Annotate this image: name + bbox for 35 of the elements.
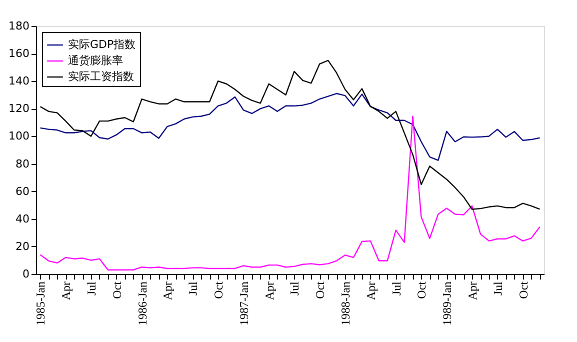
x-tick-label: 1988-Jan <box>338 282 353 326</box>
x-tick-label: Jul <box>84 280 99 296</box>
x-tick-label: Oct <box>313 280 328 299</box>
x-tick-label: Jul <box>490 280 505 296</box>
x-tick-label: Apr <box>59 282 74 300</box>
line-series <box>40 92 540 161</box>
x-tick-label: 1985-Jan <box>34 282 48 326</box>
x-tick-label: 1986-Jan <box>135 282 150 326</box>
x-tick-label: Oct <box>516 280 530 299</box>
legend-label: 通货膨胀率 <box>68 54 123 67</box>
x-tick-label: Apr <box>364 282 378 300</box>
y-tick-label: 20 <box>16 240 30 253</box>
y-tick-label: 100 <box>8 130 30 143</box>
x-tick-label: 1987-Jan <box>236 282 251 326</box>
x-tick-label: Apr <box>466 282 480 300</box>
line-series <box>40 116 540 270</box>
x-tick-label: Jul <box>186 280 200 296</box>
y-tick-label: 60 <box>16 184 30 198</box>
y-tick-label: 120 <box>8 102 30 116</box>
x-tick-label: Apr <box>262 282 276 300</box>
y-tick-label: 160 <box>8 47 30 60</box>
x-tick-label: Jul <box>288 280 302 296</box>
x-tick-label: Oct <box>212 280 226 299</box>
y-tick-label: 140 <box>8 74 30 88</box>
y-tick-label: 80 <box>16 157 30 170</box>
y-tick-label: 40 <box>16 212 30 226</box>
x-tick-label: 1989-Jan <box>440 282 454 326</box>
x-tick-label: Oct <box>110 280 124 299</box>
x-tick-label: Jul <box>389 280 404 296</box>
y-tick-label: 180 <box>8 20 30 32</box>
legend-label: 实际GDP指数 <box>68 38 136 51</box>
x-tick-label: Apr <box>160 282 175 300</box>
x-tick-label: Oct <box>414 280 429 299</box>
y-tick-label: 0 <box>22 268 30 280</box>
legend-label: 实际工资指数 <box>68 70 134 83</box>
